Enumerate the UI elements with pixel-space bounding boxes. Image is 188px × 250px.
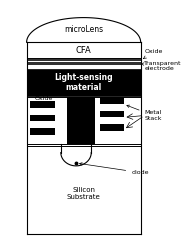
FancyBboxPatch shape — [30, 101, 55, 108]
FancyBboxPatch shape — [27, 146, 141, 234]
Text: microLens: microLens — [64, 26, 103, 35]
FancyBboxPatch shape — [27, 62, 141, 65]
FancyBboxPatch shape — [27, 98, 141, 144]
FancyBboxPatch shape — [27, 69, 141, 96]
Text: Transparent
electrode: Transparent electrode — [141, 61, 182, 72]
FancyBboxPatch shape — [30, 128, 55, 134]
Text: CFA: CFA — [76, 46, 92, 55]
FancyBboxPatch shape — [27, 42, 141, 58]
FancyBboxPatch shape — [100, 111, 124, 117]
FancyBboxPatch shape — [100, 124, 124, 131]
FancyBboxPatch shape — [67, 98, 95, 144]
Text: Oxide: Oxide — [143, 49, 163, 59]
Text: Silicon
Substrate: Silicon Substrate — [67, 188, 101, 200]
FancyBboxPatch shape — [27, 60, 141, 61]
Text: diode: diode — [80, 163, 149, 175]
FancyBboxPatch shape — [100, 98, 124, 104]
Text: Metal
Stack: Metal Stack — [127, 105, 162, 121]
FancyBboxPatch shape — [30, 114, 55, 121]
Text: Oxide: Oxide — [35, 96, 53, 101]
Text: Light-sensing
material: Light-sensing material — [54, 72, 113, 92]
